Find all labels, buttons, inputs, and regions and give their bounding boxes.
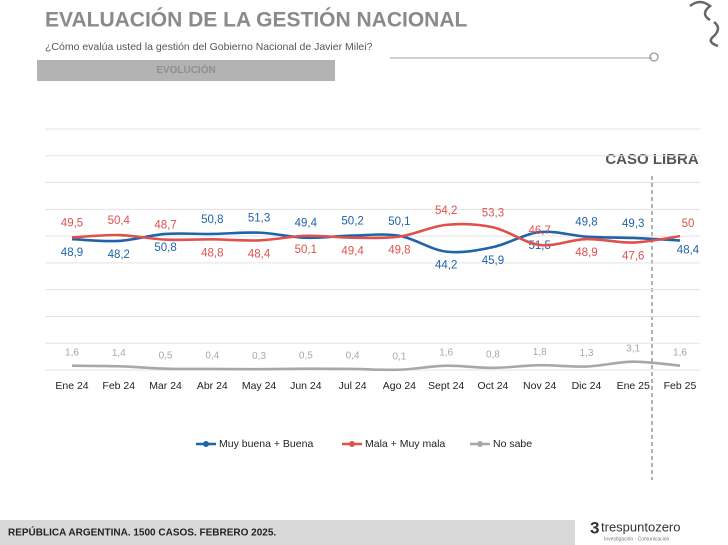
x-tick-label: Nov 24 — [523, 380, 556, 392]
data-label: 50,1 — [295, 244, 317, 256]
data-label: 50,1 — [388, 216, 410, 228]
data-label: 48,9 — [575, 247, 597, 259]
corner-logo — [689, 0, 720, 48]
data-label: 48,4 — [248, 248, 271, 260]
data-label: 49,8 — [575, 217, 597, 229]
data-label: 50,8 — [154, 242, 176, 254]
x-tick-label: Feb 25 — [664, 380, 697, 392]
data-label: 54,2 — [435, 205, 457, 217]
title: EVALUACIÓN DE LA GESTIÓN NACIONAL — [45, 8, 468, 32]
data-label: 50,4 — [108, 215, 131, 227]
x-tick-label: Feb 24 — [102, 380, 135, 392]
section-label: EVOLUCIÓN — [156, 63, 215, 76]
data-label: 0,8 — [486, 349, 500, 360]
data-label: 50,8 — [201, 214, 223, 226]
line — [71, 360, 681, 372]
data-label: 3,1 — [626, 343, 640, 354]
data-label: 50,2 — [341, 216, 363, 228]
data-label: 49,5 — [61, 217, 83, 229]
x-tick-label: Sept 24 — [428, 380, 464, 392]
data-label: 1,6 — [65, 347, 79, 358]
data-label: 46,7 — [528, 225, 550, 237]
data-label: 49,3 — [622, 218, 644, 230]
x-tick-label: Jul 24 — [339, 380, 367, 392]
data-label: 49,4 — [295, 218, 318, 230]
data-label: 48,7 — [154, 220, 176, 232]
data-label: 51,3 — [248, 213, 270, 225]
legend-label: Muy buena + Buena — [219, 438, 313, 450]
data-label: 48,8 — [201, 247, 223, 259]
annotation: CASO LIBRA — [605, 151, 699, 168]
data-label: 53,3 — [482, 207, 504, 219]
data-label: 1,4 — [112, 348, 126, 359]
line — [71, 222, 681, 247]
x-tick-label: Oct 24 — [477, 380, 508, 392]
data-label: 1,6 — [673, 347, 687, 358]
subtitle: ¿Cómo evalúa usted la gestión del Gobier… — [45, 41, 373, 53]
legend-dot — [477, 441, 483, 447]
legend-label: Mala + Muy mala — [365, 438, 445, 450]
data-label: 44,2 — [435, 260, 457, 272]
x-tick-label: Jun 24 — [290, 380, 322, 392]
x-tick-label: Ene 25 — [617, 380, 650, 392]
data-label: 1,6 — [439, 347, 453, 358]
data-label: 47,6 — [622, 251, 644, 263]
footer-bar — [0, 520, 575, 545]
logo-tagline: Investigación · Comunicación — [604, 536, 670, 542]
data-label: 0,5 — [299, 350, 313, 361]
data-label: 1,8 — [533, 347, 547, 358]
footer-note: REPÚBLICA ARGENTINA. 1500 CASOS. FEBRERO… — [8, 526, 276, 539]
data-label: 48,2 — [108, 249, 130, 261]
data-label: 48,9 — [61, 247, 83, 259]
legend-label: No sabe — [493, 438, 532, 450]
data-label: 45,9 — [482, 255, 504, 267]
x-tick-label: Mar 24 — [149, 380, 182, 392]
x-tick-label: Ago 24 — [383, 380, 416, 392]
header-icon — [649, 52, 659, 62]
data-label: 0,4 — [205, 351, 219, 362]
x-tick-label: May 24 — [242, 380, 277, 392]
data-label: 0,3 — [252, 351, 266, 362]
line — [71, 230, 681, 254]
data-label: 48,4 — [677, 244, 700, 256]
x-tick-label: Abr 24 — [197, 380, 228, 392]
data-label: 50 — [682, 218, 695, 230]
data-label: 49,8 — [388, 245, 410, 257]
data-label: 0,4 — [346, 351, 360, 362]
x-tick-label: Ene 24 — [55, 380, 88, 392]
data-label: 1,3 — [580, 348, 594, 359]
legend-dot — [349, 441, 355, 447]
section-bar — [37, 60, 335, 81]
legend-dot — [203, 441, 209, 447]
x-tick-label: Dic 24 — [572, 380, 602, 392]
data-label: 49,4 — [341, 246, 364, 258]
logo-name: trespuntozero — [601, 519, 681, 534]
logo-mark: 3 — [590, 518, 599, 537]
grid — [45, 128, 700, 371]
data-label: 0,1 — [392, 351, 406, 362]
data-label: 0,5 — [159, 350, 173, 361]
